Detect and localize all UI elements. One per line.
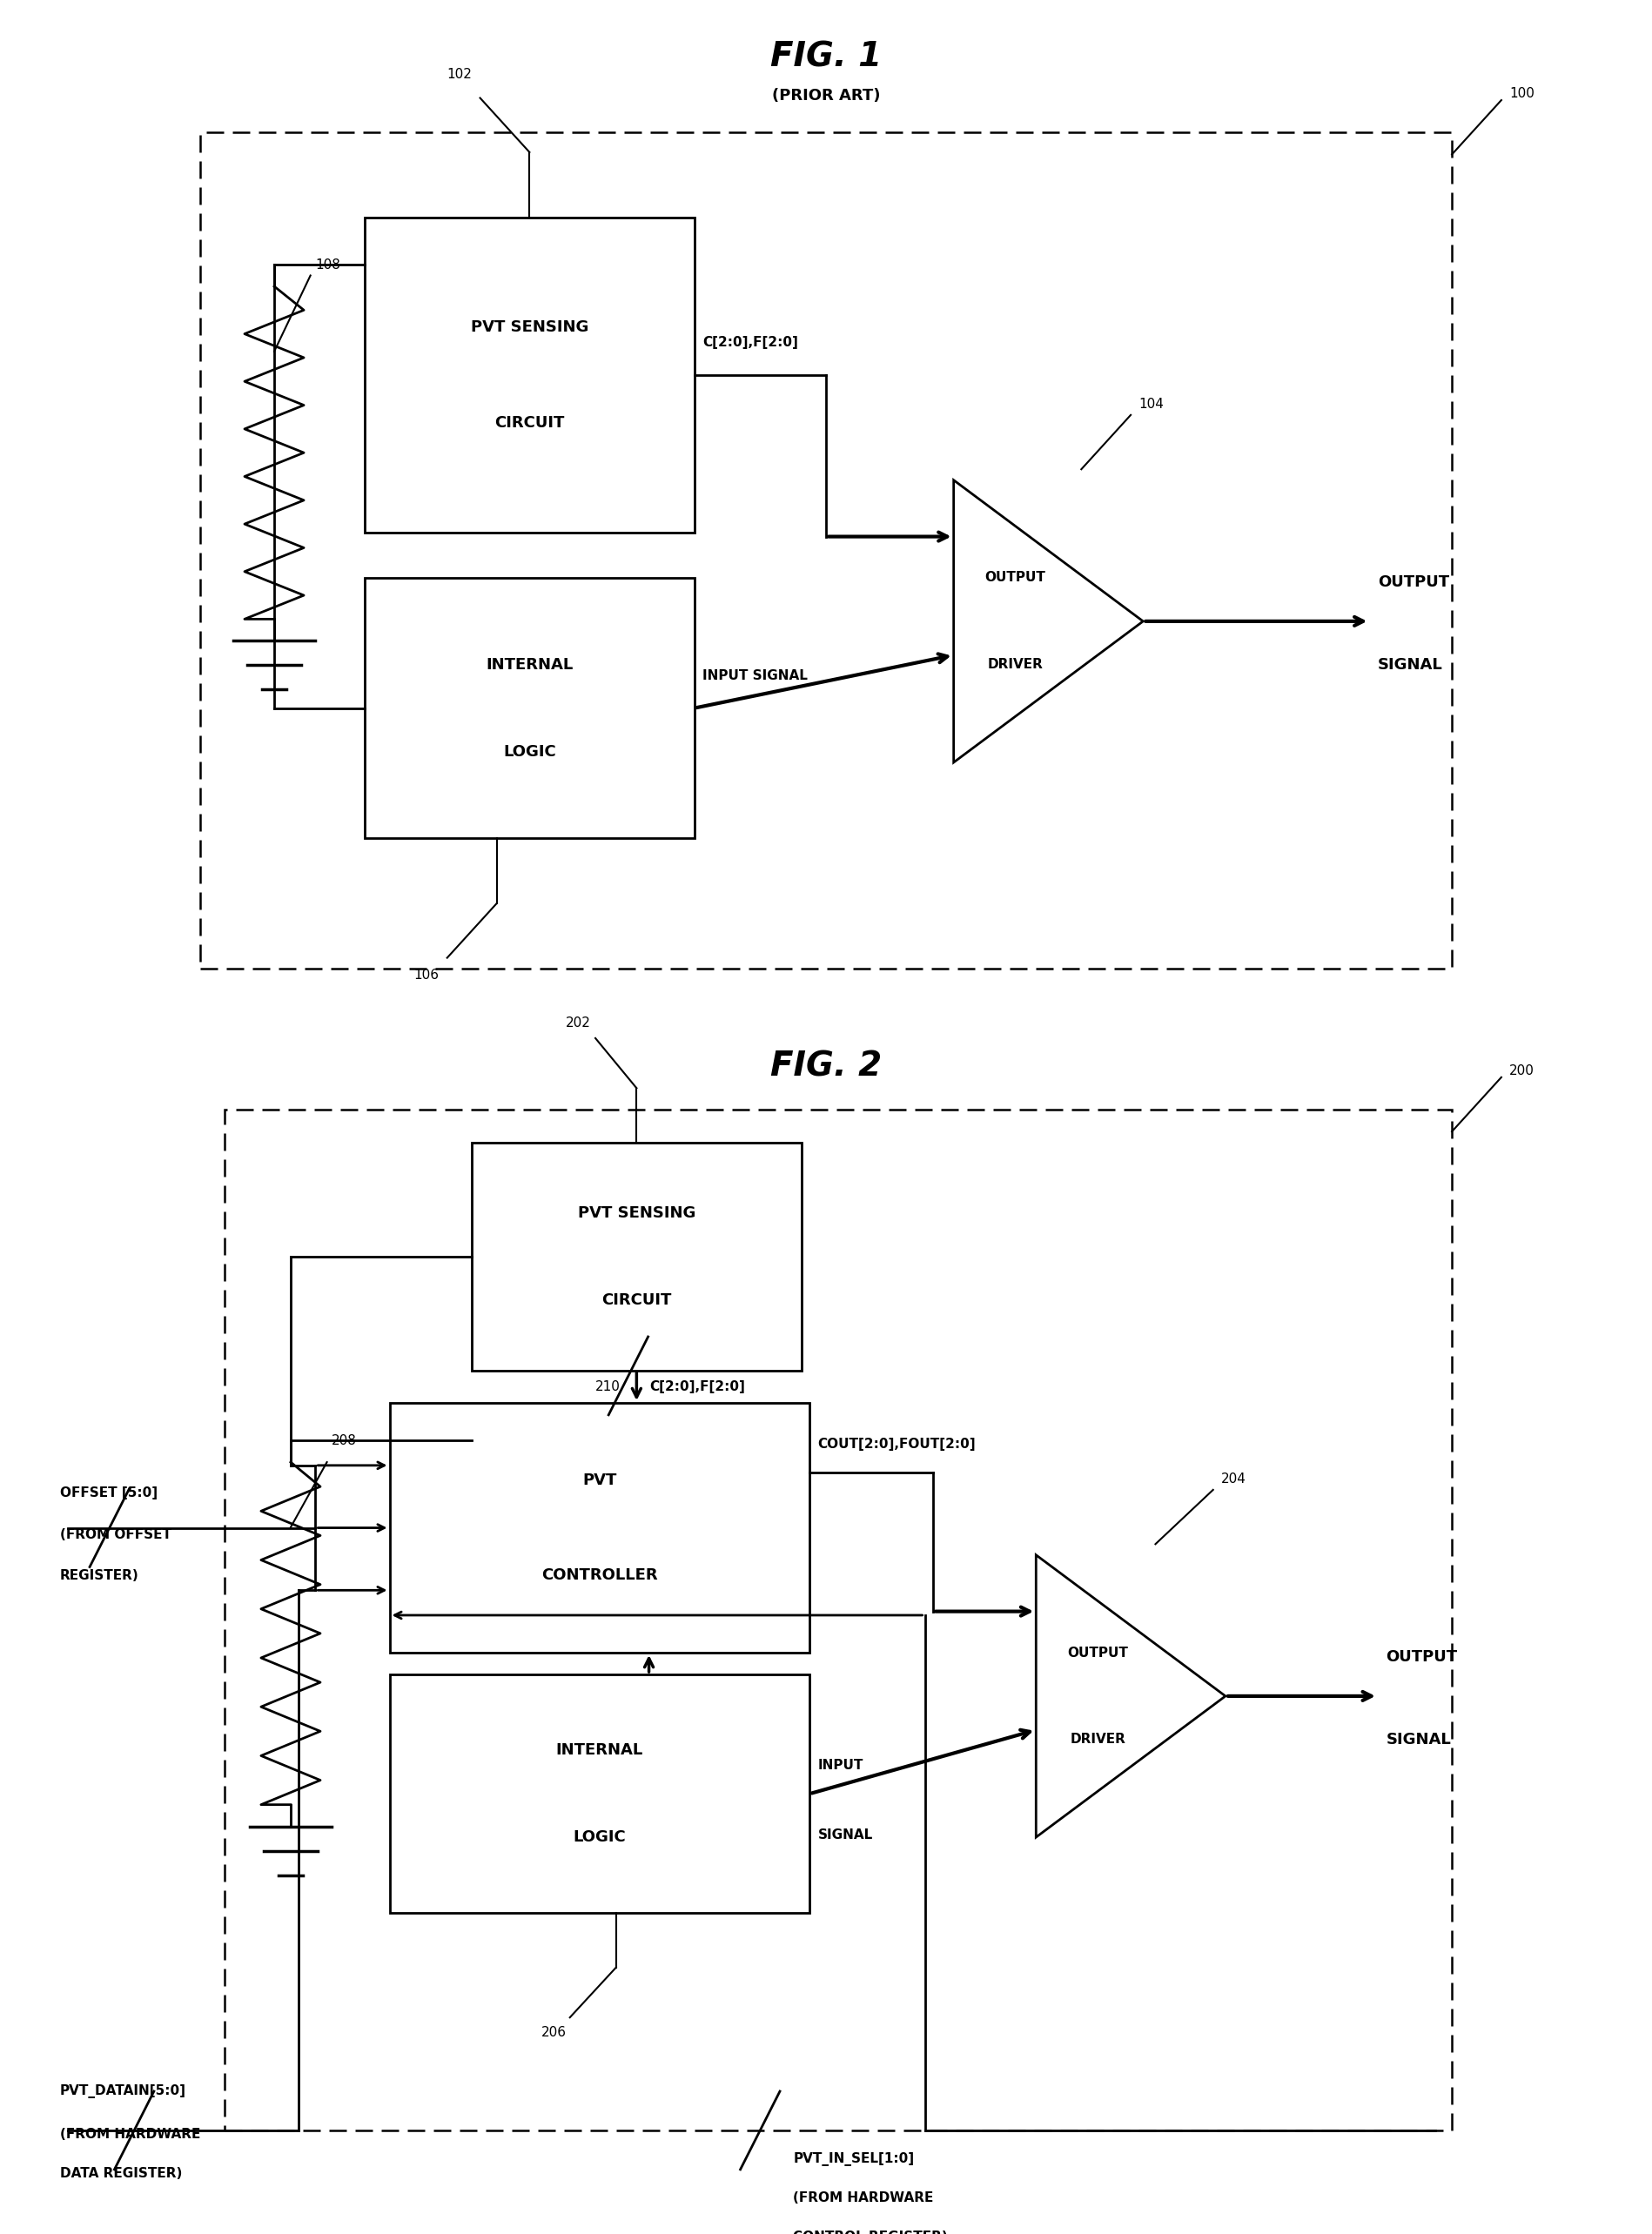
Text: CONTROL REGISTER): CONTROL REGISTER) xyxy=(793,2230,948,2234)
Text: OUTPUT: OUTPUT xyxy=(1386,1649,1457,1664)
Text: PVT_IN_SEL[1:0]: PVT_IN_SEL[1:0] xyxy=(793,2151,914,2167)
Text: REGISTER): REGISTER) xyxy=(59,1568,139,1582)
Polygon shape xyxy=(1036,1555,1226,1836)
Text: 204: 204 xyxy=(1221,1472,1247,1486)
FancyBboxPatch shape xyxy=(390,1676,809,1912)
Text: C[2:0],F[2:0]: C[2:0],F[2:0] xyxy=(649,1381,745,1394)
Text: (PRIOR ART): (PRIOR ART) xyxy=(771,87,881,103)
Text: DATA REGISTER): DATA REGISTER) xyxy=(59,2167,182,2180)
Text: INPUT SIGNAL: INPUT SIGNAL xyxy=(702,668,808,681)
FancyBboxPatch shape xyxy=(365,579,694,838)
Text: SIGNAL: SIGNAL xyxy=(1386,1731,1450,1747)
Polygon shape xyxy=(953,480,1143,762)
Text: INTERNAL: INTERNAL xyxy=(555,1743,643,1758)
Text: (FROM OFFSET: (FROM OFFSET xyxy=(59,1528,172,1541)
Text: INPUT: INPUT xyxy=(818,1758,864,1772)
Text: C[2:0],F[2:0]: C[2:0],F[2:0] xyxy=(702,335,798,349)
Text: LOGIC: LOGIC xyxy=(504,744,557,760)
Text: 108: 108 xyxy=(316,259,340,270)
FancyBboxPatch shape xyxy=(472,1142,801,1369)
Text: OUTPUT: OUTPUT xyxy=(985,572,1046,585)
Text: CONTROLLER: CONTROLLER xyxy=(542,1568,657,1584)
Text: OFFSET [5:0]: OFFSET [5:0] xyxy=(59,1486,157,1499)
Text: 210: 210 xyxy=(595,1381,620,1394)
Text: 208: 208 xyxy=(332,1434,357,1448)
Text: CIRCUIT: CIRCUIT xyxy=(601,1291,672,1307)
Text: PVT: PVT xyxy=(583,1472,616,1488)
Text: 200: 200 xyxy=(1510,1063,1535,1077)
Text: 202: 202 xyxy=(565,1016,590,1030)
Text: INTERNAL: INTERNAL xyxy=(486,657,573,672)
Text: FIG. 2: FIG. 2 xyxy=(770,1050,882,1083)
Text: 100: 100 xyxy=(1510,87,1535,101)
Text: (FROM HARDWARE: (FROM HARDWARE xyxy=(59,2129,200,2140)
Text: SIGNAL: SIGNAL xyxy=(818,1827,872,1841)
Text: OUTPUT: OUTPUT xyxy=(1067,1646,1128,1660)
Text: DRIVER: DRIVER xyxy=(1070,1734,1125,1747)
Text: 106: 106 xyxy=(413,970,439,981)
Text: PVT SENSING: PVT SENSING xyxy=(471,319,588,335)
Text: 206: 206 xyxy=(542,2026,567,2040)
Text: 104: 104 xyxy=(1138,398,1165,411)
Text: COUT[2:0],FOUT[2:0]: COUT[2:0],FOUT[2:0] xyxy=(818,1439,976,1452)
Text: PVT SENSING: PVT SENSING xyxy=(578,1204,695,1220)
Text: DRIVER: DRIVER xyxy=(988,659,1042,670)
Text: SIGNAL: SIGNAL xyxy=(1378,657,1442,672)
FancyBboxPatch shape xyxy=(390,1403,809,1653)
Text: OUTPUT: OUTPUT xyxy=(1378,574,1449,590)
FancyBboxPatch shape xyxy=(365,217,694,532)
Text: PVT_DATAIN[5:0]: PVT_DATAIN[5:0] xyxy=(59,2084,187,2098)
Text: LOGIC: LOGIC xyxy=(573,1830,626,1845)
Text: CIRCUIT: CIRCUIT xyxy=(494,416,565,431)
Text: FIG. 1: FIG. 1 xyxy=(770,40,882,74)
Text: 102: 102 xyxy=(446,67,472,80)
Text: (FROM HARDWARE: (FROM HARDWARE xyxy=(793,2192,933,2205)
